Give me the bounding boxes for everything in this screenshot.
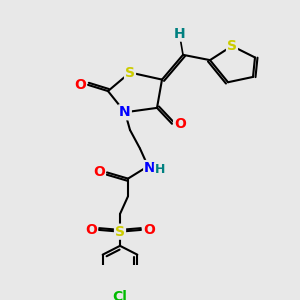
Text: Cl: Cl [112,290,128,300]
Text: O: O [74,78,86,92]
Text: N: N [119,105,131,119]
Text: N: N [144,161,156,175]
Text: H: H [155,163,165,176]
Text: S: S [125,65,135,80]
Text: S: S [227,39,237,53]
Text: H: H [174,27,186,40]
Text: S: S [115,225,125,239]
Text: O: O [174,117,186,131]
Text: O: O [85,223,97,237]
Text: O: O [143,223,155,237]
Text: O: O [93,165,105,179]
